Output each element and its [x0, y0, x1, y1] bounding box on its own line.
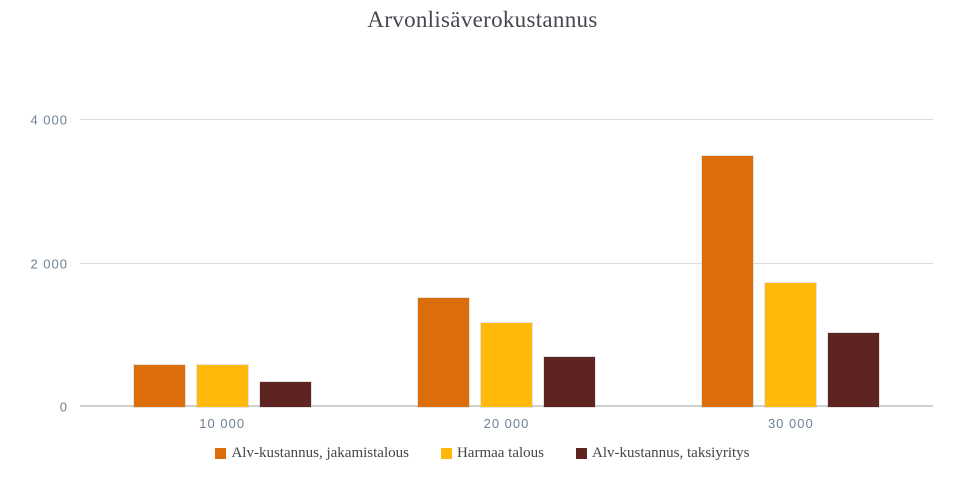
- bar-series2-cat0: [259, 381, 311, 407]
- legend-label: Alv-kustannus, jakamistalous: [231, 445, 409, 461]
- y-tick-label: 4 000: [30, 112, 68, 128]
- legend: Alv-kustannus, jakamistalous Harmaa talou…: [0, 445, 965, 462]
- bar-series2-cat1: [543, 356, 595, 407]
- bar-group-30000: [649, 120, 933, 407]
- bar-groups: [80, 120, 933, 407]
- x-tick-label: 30 000: [767, 416, 814, 431]
- chart-title: Arvonlisäverokustannus: [367, 7, 598, 32]
- bar-series1-cat2: [765, 282, 817, 407]
- legend-swatch-icon: [576, 448, 588, 459]
- legend-item-1: Harmaa talous: [440, 445, 545, 462]
- legend-label: Alv-kustannus, taksiyritys: [592, 445, 750, 461]
- bar-series0-cat1: [417, 297, 469, 407]
- y-tick-label: 0: [59, 399, 68, 415]
- legend-item-0: Alv-kustannus, jakamistalous: [215, 445, 409, 462]
- bar-series0-cat2: [702, 155, 754, 407]
- bar-group-20000: [364, 120, 648, 407]
- bar-series1-cat0: [196, 364, 248, 407]
- bar-series0-cat0: [133, 364, 185, 407]
- plot-area: 0 2 000 4 000: [30, 113, 933, 415]
- legend-swatch-icon: [215, 448, 227, 459]
- bar-group-10000: [80, 120, 364, 407]
- legend-item-2: Alv-kustannus, taksiyritys: [576, 445, 750, 462]
- bar-series1-cat1: [480, 323, 532, 407]
- legend-label: Harmaa talous: [456, 445, 545, 461]
- x-axis-labels: 10 000 20 000 30 000: [80, 416, 933, 431]
- gridline-4000: [80, 119, 933, 120]
- gridline-2000: [80, 262, 933, 264]
- x-tick-label: 20 000: [483, 416, 530, 431]
- bar-series2-cat2: [828, 333, 880, 407]
- y-tick-label: 2 000: [30, 256, 68, 271]
- legend-swatch-icon: [440, 448, 452, 459]
- x-tick-label: 10 000: [199, 416, 246, 431]
